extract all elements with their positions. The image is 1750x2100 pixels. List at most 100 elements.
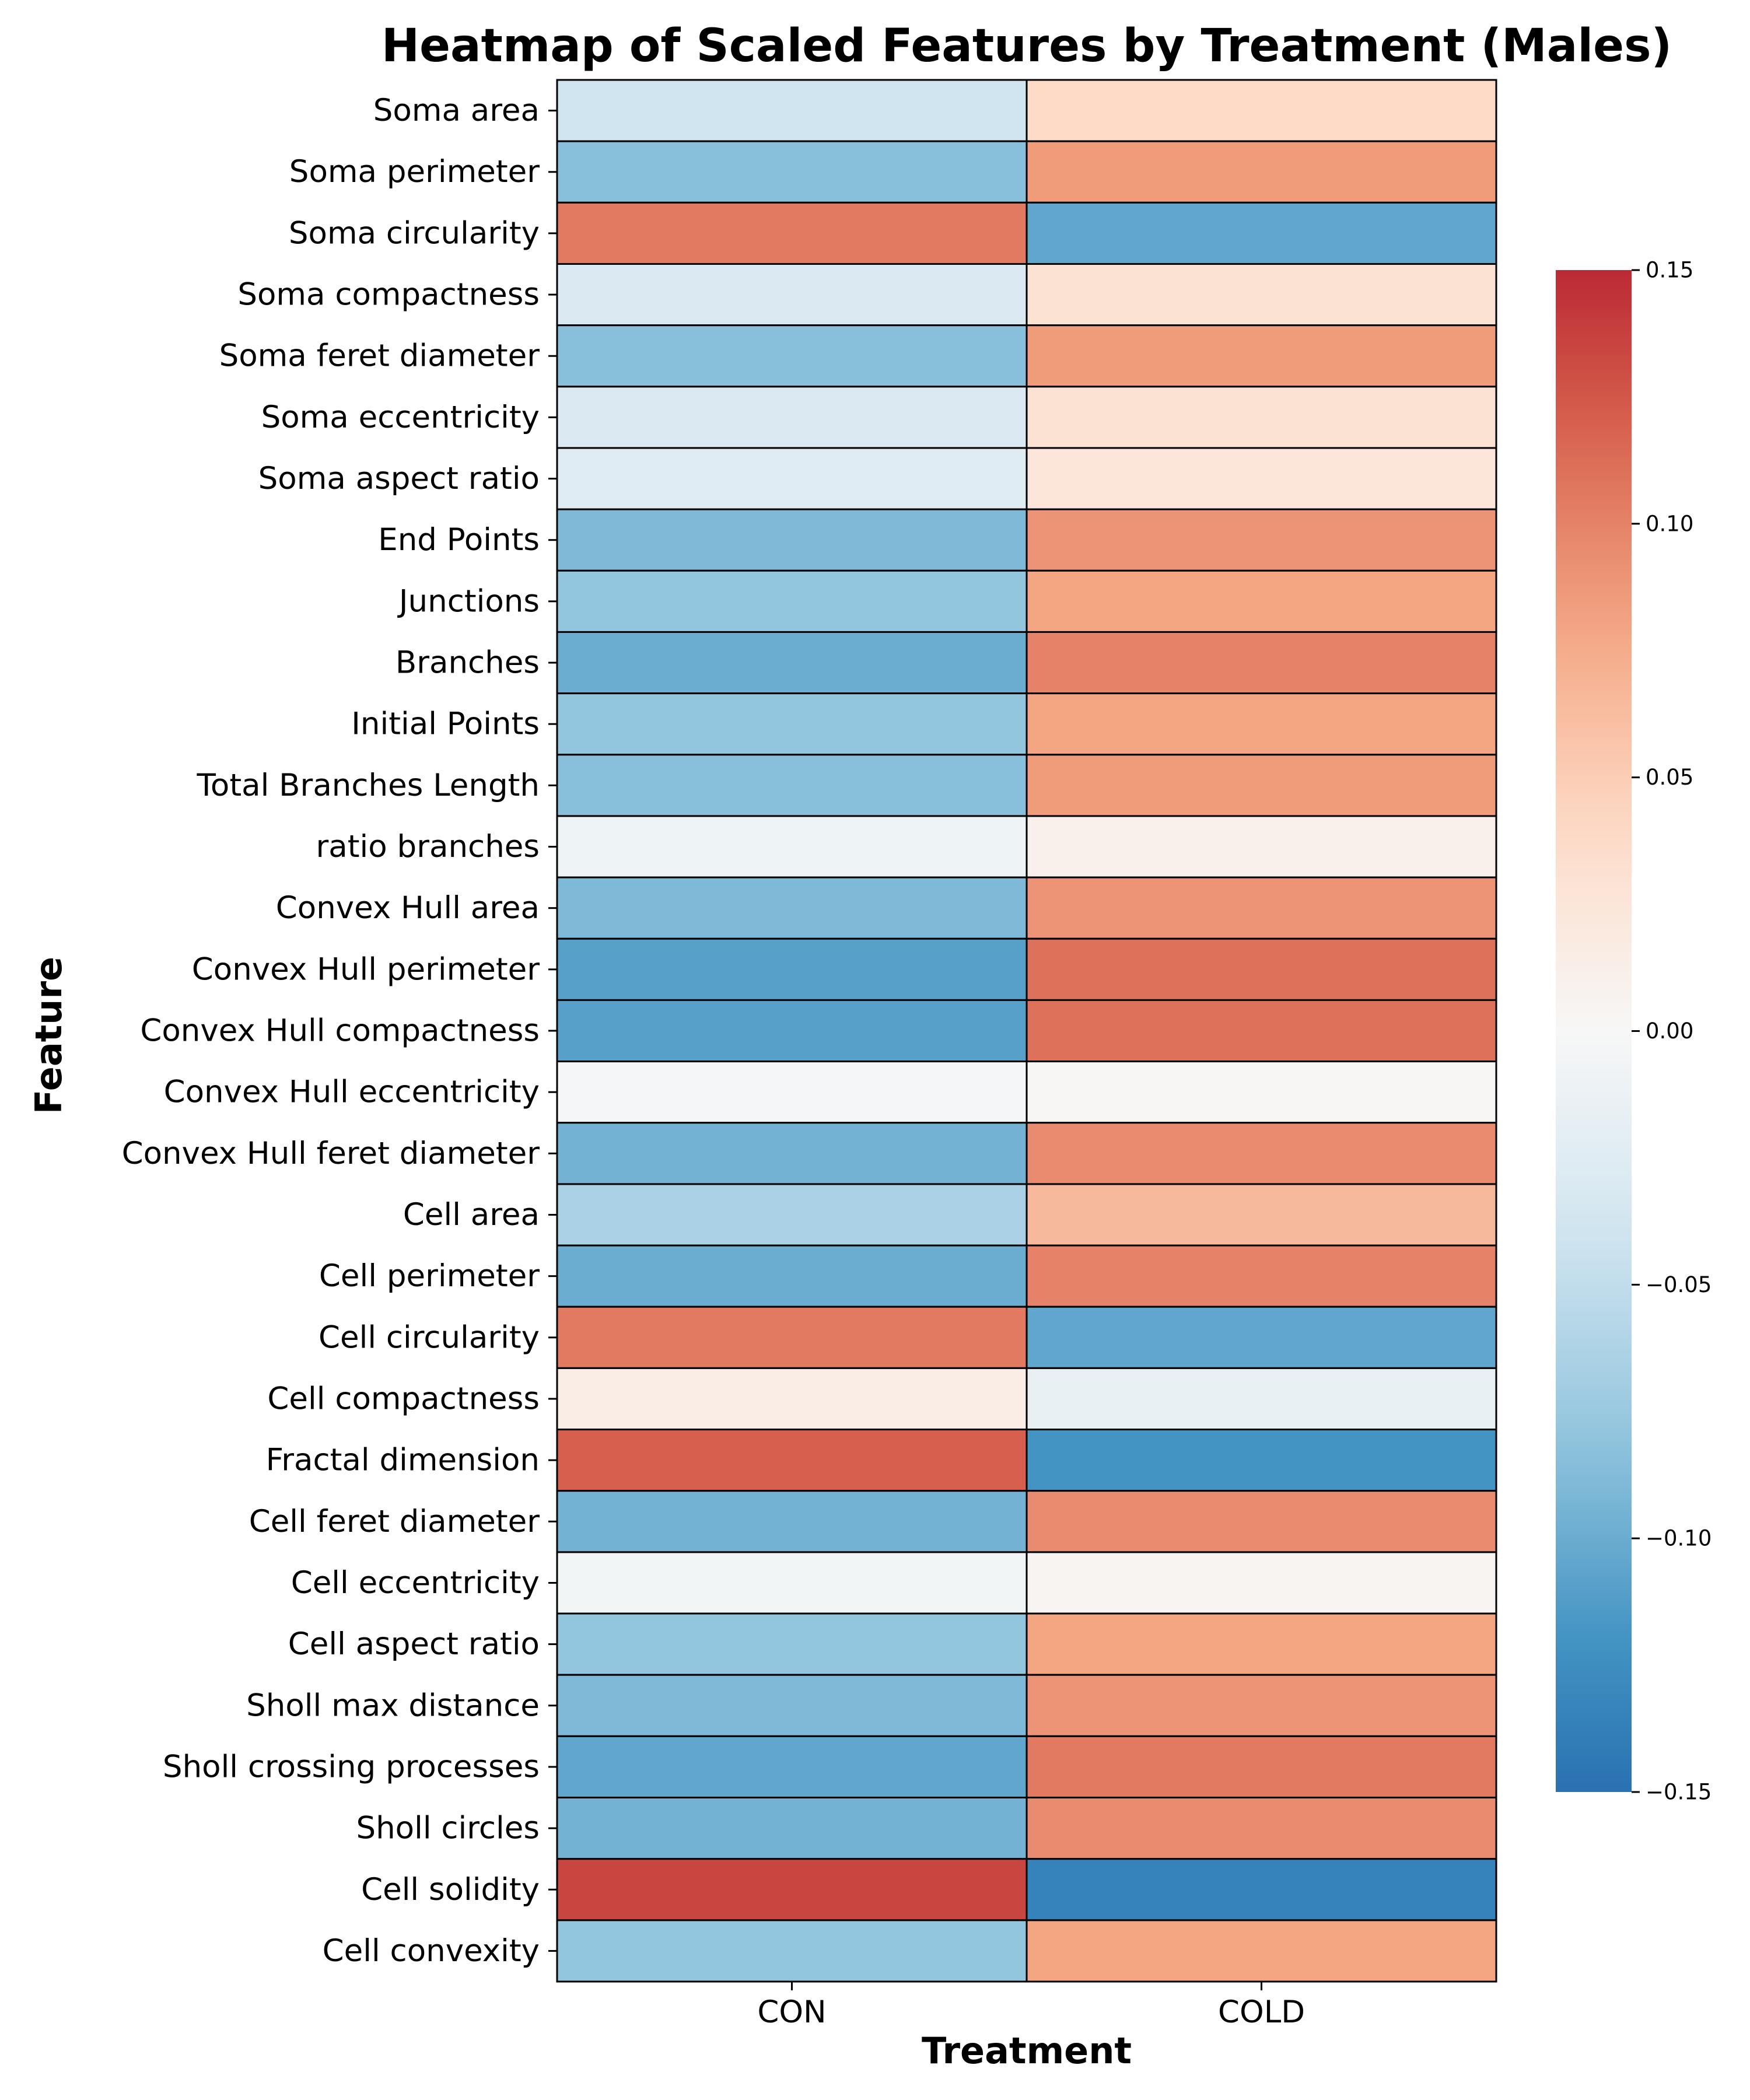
heatmap-cell [1026, 1674, 1497, 1737]
heatmap-cell [556, 937, 1028, 1001]
heatmap-cell [1026, 692, 1497, 756]
y-tick-label: Soma aspect ratio [258, 461, 540, 496]
heatmap-cell [556, 1551, 1028, 1615]
y-axis-title: Feature [27, 957, 70, 1114]
heatmap-cell [556, 1919, 1028, 1983]
heatmap-cell [556, 569, 1028, 633]
y-tick-label: Fractal dimension [266, 1443, 540, 1478]
y-tick-labels: Soma area Soma perimeter Soma circularity S… [122, 93, 557, 1969]
heatmap-cell [556, 1122, 1028, 1185]
colorbar-gradient [1556, 270, 1632, 1792]
y-tick-label: Soma feret diameter [219, 338, 540, 374]
x-tick-label: COLD [1218, 1994, 1305, 2030]
colorbar-tick-label: 0.10 [1646, 511, 1693, 536]
heatmap-cell [556, 386, 1028, 449]
heatmap-cell [1026, 386, 1497, 449]
colorbar-tick-label: −0.05 [1646, 1272, 1712, 1297]
heatmap-cell [1026, 1122, 1497, 1185]
heatmap-cell [556, 1612, 1028, 1676]
heatmap-cell [556, 262, 1028, 327]
y-tick-label: Convex Hull compactness [140, 1013, 540, 1049]
heatmap-cell [556, 876, 1028, 940]
y-tick-label: Cell compactness [267, 1381, 540, 1416]
heatmap-cell [556, 1735, 1028, 1799]
heatmap-cell [556, 631, 1028, 695]
heatmap-cell [1026, 262, 1497, 327]
heatmap-cell [556, 754, 1028, 817]
y-tick-label: Cell circularity [318, 1320, 540, 1355]
heatmap-cells [556, 79, 1497, 1983]
heatmap-cell [556, 324, 1028, 388]
colorbar-tick-label: 0.00 [1646, 1019, 1693, 1044]
heatmap-cell [556, 1060, 1028, 1124]
y-tick-label: Cell aspect ratio [288, 1626, 540, 1662]
heatmap-cell [1026, 569, 1497, 633]
colorbar-tick-label: −0.15 [1646, 1780, 1712, 1805]
y-tick-label: Junctions [397, 583, 540, 619]
heatmap-cell [1026, 1429, 1497, 1492]
heatmap-cell [1026, 201, 1497, 265]
heatmap-cell [1026, 1060, 1497, 1124]
heatmap-cell [556, 1306, 1028, 1369]
heatmap-cell [556, 1490, 1028, 1553]
x-tick-labels: CON COLD [757, 1982, 1305, 2030]
heatmap-cell [1026, 937, 1497, 1001]
y-tick-label: Initial Points [351, 706, 540, 742]
heatmap-cell [556, 508, 1028, 572]
heatmap-cell [556, 79, 1028, 142]
x-tick-label: CON [757, 1994, 826, 2030]
heatmap-cell [1026, 447, 1497, 510]
heatmap-cell [1026, 140, 1497, 204]
heatmap-cell [556, 1183, 1028, 1247]
y-tick-label: Sholl max distance [246, 1688, 540, 1723]
colorbar-tick-label: 0.05 [1646, 765, 1693, 790]
heatmap-cell [1026, 1244, 1497, 1308]
heatmap-cell [1026, 876, 1497, 940]
heatmap-cell [1026, 1919, 1497, 1983]
y-tick-label: Sholl circles [356, 1811, 540, 1846]
y-tick-label: Cell area [403, 1197, 540, 1233]
heatmap-cell [1026, 1306, 1497, 1369]
heatmap-cell [556, 1797, 1028, 1860]
y-tick-label: End Points [378, 522, 540, 558]
heatmap-cell [556, 447, 1028, 510]
y-tick-label: Total Branches Length [197, 768, 540, 803]
y-tick-label: Cell perimeter [319, 1258, 540, 1294]
y-tick-label: Soma area [373, 93, 540, 128]
heatmap-cell [1026, 631, 1497, 695]
heatmap-cell [556, 1429, 1028, 1492]
heatmap-cell [1026, 1612, 1497, 1676]
y-tick-label: Soma compactness [237, 277, 540, 313]
y-tick-label: Sholl crossing processes [163, 1749, 540, 1784]
y-tick-label: ratio branches [316, 829, 540, 864]
y-tick-label: Cell eccentricity [291, 1565, 540, 1601]
heatmap-cell [556, 201, 1028, 265]
y-tick-label: Cell convexity [323, 1933, 540, 1969]
chart-title: Heatmap of Scaled Features by Treatment … [382, 20, 1672, 72]
heatmap-cell [556, 815, 1028, 878]
y-tick-label: Soma circularity [289, 215, 540, 251]
heatmap-cell [556, 1858, 1028, 1922]
heatmap-cell [1026, 1858, 1497, 1922]
y-tick-label: Convex Hull eccentricity [164, 1074, 540, 1110]
colorbar: 0.15 0.10 0.05 0.00 −0.05 −0.10 −0.15 [1556, 258, 1712, 1805]
y-tick-label: Convex Hull perimeter [192, 951, 540, 987]
heatmap-cell [1026, 1735, 1497, 1799]
y-tick-label: Convex Hull feret diameter [122, 1136, 540, 1171]
heatmap-cell [1026, 1490, 1497, 1553]
x-axis-title: Treatment [922, 2029, 1132, 2072]
heatmap-cell [556, 140, 1028, 204]
y-tick-label: Cell feret diameter [249, 1504, 540, 1539]
y-tick-label: Cell solidity [361, 1872, 540, 1908]
heatmap-cell [1026, 999, 1497, 1063]
heatmap-cell [556, 1367, 1028, 1431]
y-tick-label: Soma perimeter [289, 154, 540, 190]
heatmap-cell [556, 1244, 1028, 1308]
colorbar-tick-label: −0.10 [1646, 1526, 1712, 1551]
heatmap-cell [556, 1674, 1028, 1737]
y-tick-label: Convex Hull area [276, 890, 540, 926]
heatmap-cell [1026, 79, 1497, 142]
y-tick-label: Soma eccentricity [261, 400, 540, 435]
